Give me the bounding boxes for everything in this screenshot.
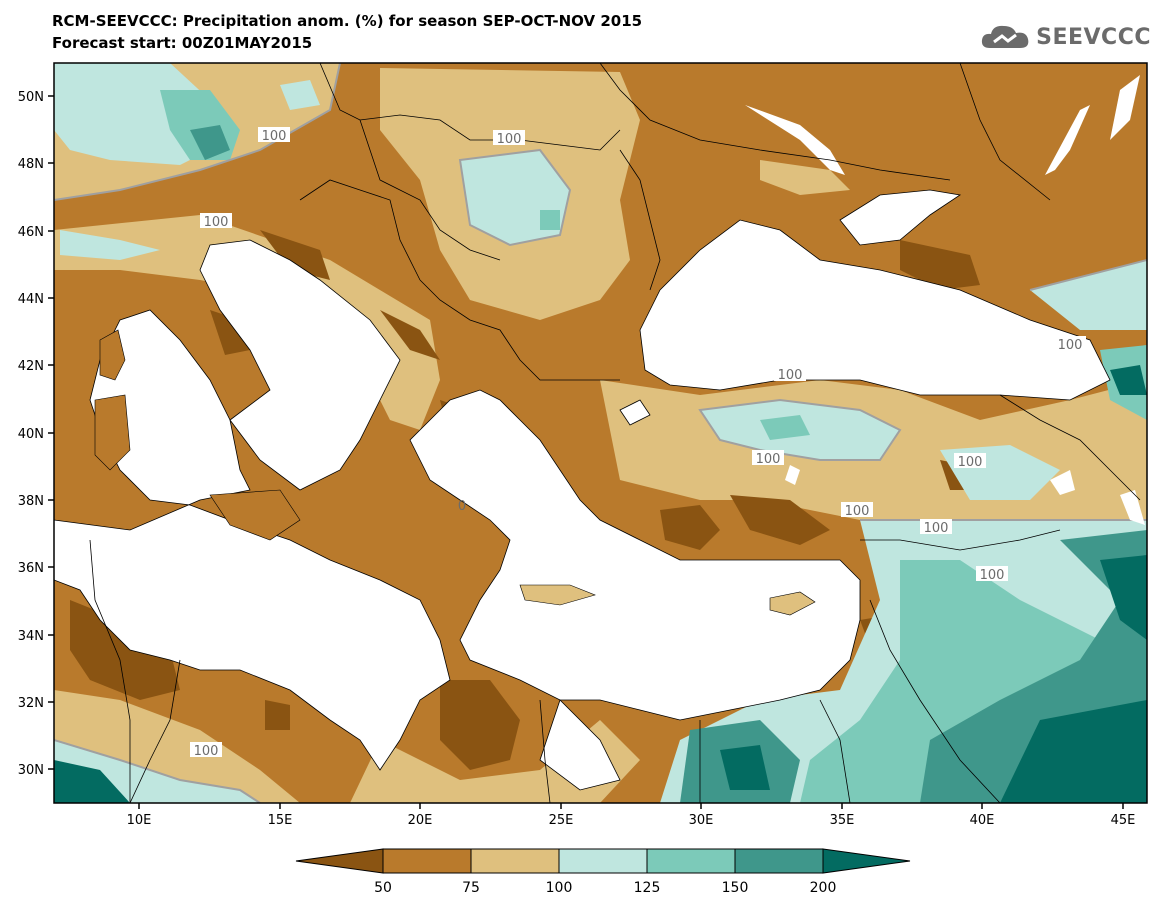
lon-tick-label: 10E — [127, 813, 152, 828]
lat-tick-label: 30N — [18, 763, 44, 778]
seevccc-logo: SEEVCCC — [980, 22, 1151, 52]
contour-label: 0 — [458, 499, 466, 514]
missing-data-patches — [745, 75, 1145, 525]
country-borders — [89, 63, 1141, 803]
lat-tick-label: 46N — [18, 225, 44, 240]
contour-label: 100 — [778, 368, 803, 383]
contour-label: 100 — [845, 504, 870, 519]
forecast-start-label: Forecast start: 00Z01MAY2015 — [52, 34, 313, 52]
lat-tick-label: 32N — [18, 696, 44, 711]
lon-tick-label: 45E — [1111, 813, 1136, 828]
lat-tick-label: 48N — [18, 157, 44, 172]
map-area: 100 100 100 100 100 100 100 100 100 100 … — [54, 63, 1147, 803]
logo-text: SEEVCCC — [1036, 24, 1151, 50]
latitude-axis: 50N 48N 46N 44N 42N 40N 38N 36N 34N 32N … — [18, 90, 54, 778]
contour-label: 100 — [924, 521, 949, 536]
contour-label-box — [752, 450, 784, 465]
lat-tick-label: 50N — [18, 90, 44, 105]
map-title: RCM-SEEVCCC: Precipitation anom. (%) for… — [52, 12, 643, 30]
contour-label: 100 — [497, 132, 522, 147]
legend-tick-label: 75 — [462, 880, 480, 896]
contour-label: 100 — [958, 455, 983, 470]
legend-swatch — [470, 848, 560, 874]
lon-tick-label: 15E — [268, 813, 293, 828]
legend-tick-label: 100 — [546, 880, 573, 896]
lat-tick-label: 36N — [18, 561, 44, 576]
contour-label-box — [258, 127, 290, 142]
contour-label: 100 — [756, 452, 781, 467]
contour-label-box — [774, 366, 806, 381]
contour-lines-100 — [54, 63, 1147, 803]
contour-label-group: 100 100 100 100 100 100 100 100 100 100 … — [190, 127, 1086, 759]
contour-label-box — [190, 742, 222, 757]
contour-label: 100 — [262, 129, 287, 144]
anomaly-below-50-field — [55, 230, 995, 770]
lat-tick-label: 38N — [18, 494, 44, 509]
contour-label-box — [841, 502, 873, 517]
legend-swatch — [646, 848, 736, 874]
legend-tick-label: 150 — [722, 880, 749, 896]
lon-tick-label: 30E — [689, 813, 714, 828]
contour-label: 100 — [194, 744, 219, 759]
contour-label: 100 — [204, 215, 229, 230]
contour-label: 100 — [1058, 338, 1083, 353]
legend-swatch — [558, 848, 648, 874]
contour-label-box — [954, 453, 986, 468]
lon-tick-label: 25E — [549, 813, 574, 828]
contour-label-box — [493, 130, 525, 145]
contour-label-box — [976, 566, 1008, 581]
contour-label-box — [920, 519, 952, 534]
anomaly-above-200-field — [54, 365, 1147, 803]
legend-swatch — [822, 848, 911, 874]
cloud-logo-icon — [982, 25, 1029, 48]
lat-tick-label: 42N — [18, 359, 44, 374]
legend-tick-label: 50 — [374, 880, 392, 896]
legend-swatch — [734, 848, 824, 874]
legend-swatch — [382, 848, 472, 874]
contour-label: 100 — [980, 568, 1005, 583]
lat-tick-label: 44N — [18, 292, 44, 307]
legend-swatch — [295, 848, 384, 874]
lat-tick-label: 34N — [18, 629, 44, 644]
legend-tick-label: 125 — [634, 880, 661, 896]
islands — [94, 329, 816, 616]
sea-mask — [54, 189, 1111, 791]
lon-tick-label: 20E — [408, 813, 433, 828]
color-legend: 50 75 100 125 150 200 — [295, 848, 911, 896]
lat-tick-label: 40N — [18, 427, 44, 442]
lon-tick-label: 35E — [830, 813, 855, 828]
contour-label-box — [200, 213, 232, 228]
legend-tick-label: 200 — [810, 880, 837, 896]
contour-label-box — [1054, 336, 1086, 351]
lon-tick-label: 40E — [970, 813, 995, 828]
longitude-axis: 10E 15E 20E 25E 30E 35E 40E 45E — [127, 803, 1136, 828]
